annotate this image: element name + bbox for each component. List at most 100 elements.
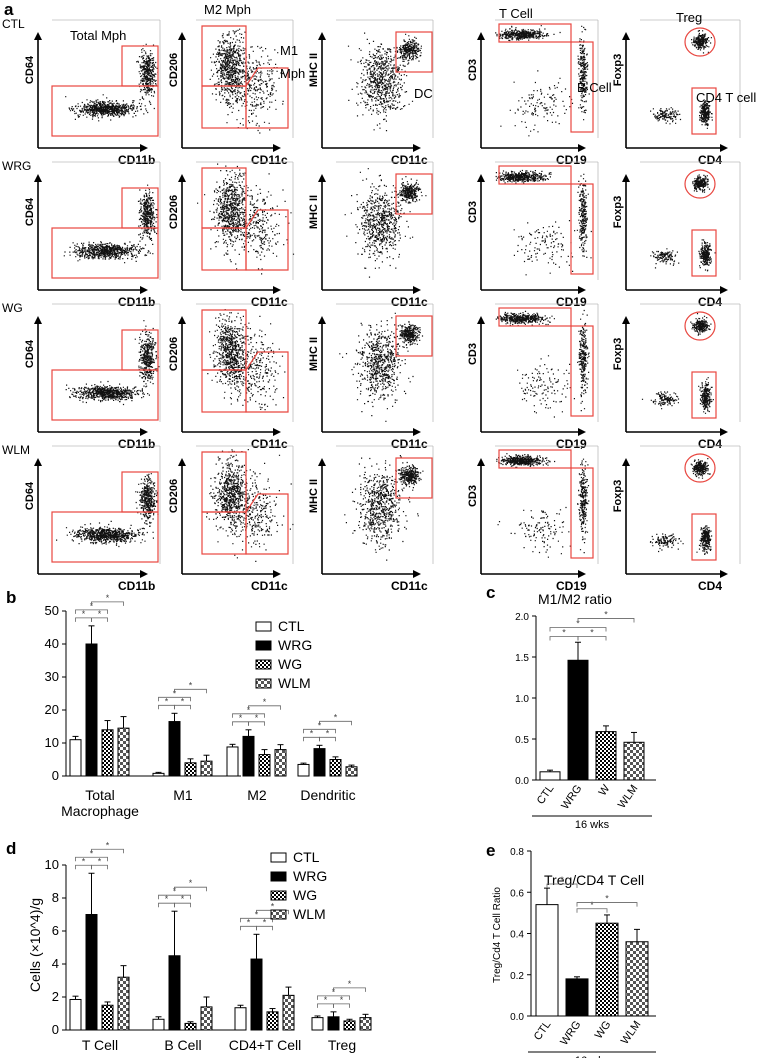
flow-plot: CD4 Foxp3 bbox=[612, 161, 741, 309]
row-label-wrg: WRG bbox=[2, 159, 31, 173]
gate-t-cell bbox=[498, 307, 572, 327]
y-axis-label: CD206 bbox=[168, 337, 180, 371]
gate-dn bbox=[201, 85, 247, 129]
y-tick-label: 0.5 bbox=[515, 735, 529, 746]
significance-bracket bbox=[240, 917, 273, 923]
gate-cd64 bbox=[51, 227, 159, 279]
category-label-w: W bbox=[597, 782, 613, 798]
significance-bracket bbox=[333, 987, 366, 992]
y-arrowhead bbox=[178, 174, 186, 182]
significance-bracket bbox=[577, 636, 607, 641]
legend-label-ctl: CTL bbox=[293, 849, 320, 865]
dot-cloud bbox=[344, 455, 424, 561]
bar-ctl bbox=[311, 1017, 324, 1031]
significance-star: * bbox=[271, 901, 275, 911]
gate-dc bbox=[395, 457, 433, 499]
group-label: 16 wks bbox=[575, 1055, 610, 1058]
significance-star: * bbox=[82, 609, 86, 619]
row-label-wg: WG bbox=[2, 301, 23, 315]
significance-star: * bbox=[189, 680, 193, 690]
x-axis-label: CD11c bbox=[251, 579, 288, 593]
x-arrowhead bbox=[720, 286, 728, 294]
dot-cloud bbox=[496, 447, 590, 558]
x-arrowhead bbox=[273, 144, 281, 152]
gate-cd64 bbox=[51, 85, 159, 137]
legend-swatch-wrg bbox=[255, 640, 272, 651]
flow-plot: CD11c CD206 bbox=[168, 161, 295, 309]
y-axis-label: CD206 bbox=[168, 479, 180, 513]
dot-cloud bbox=[650, 30, 713, 129]
y-axis-label: Foxp3 bbox=[612, 196, 624, 228]
x-axis-label: CD4 bbox=[698, 579, 722, 593]
y-arrowhead bbox=[34, 32, 42, 40]
legend-label-wg: WG bbox=[278, 656, 302, 672]
gate-dn bbox=[201, 227, 247, 271]
x-axis-label: CD11b bbox=[118, 153, 155, 167]
significance-bracket bbox=[91, 848, 124, 854]
gate-m1 bbox=[245, 209, 289, 271]
x-arrowhead bbox=[273, 286, 281, 294]
row-label-wlm: WLM bbox=[2, 443, 30, 457]
category-label-0: T Cell bbox=[82, 1037, 118, 1053]
bar-ctl bbox=[539, 771, 561, 781]
x-arrowhead bbox=[413, 286, 421, 294]
bar-wrg bbox=[250, 958, 263, 1031]
category-label-4: Dendritic bbox=[300, 787, 355, 803]
y-tick-label: 0.0 bbox=[510, 1012, 524, 1023]
y-arrowhead bbox=[178, 32, 186, 40]
chart-title: Treg/CD4 T Cell bbox=[544, 872, 644, 888]
bar-wg bbox=[258, 754, 271, 777]
flow-plot: CD19 CD3 bbox=[467, 303, 599, 451]
significance-bracket bbox=[333, 1003, 350, 1008]
y-tick-label: 0.6 bbox=[510, 888, 524, 899]
bar-ctl bbox=[152, 1018, 165, 1031]
bar-wg bbox=[184, 1022, 197, 1031]
flow-plot: CD11c MHC II DC bbox=[308, 19, 434, 167]
panel-letter-b: b bbox=[6, 588, 16, 607]
legend-label-wrg: WRG bbox=[293, 868, 327, 884]
flow-plot: CD11c CD206 bbox=[168, 303, 294, 451]
gate-label-t-cell: T Cell bbox=[499, 6, 533, 21]
category-label-wg: WG bbox=[593, 1019, 614, 1041]
chart-c-m1-m2-ratio: 0.0 0.5 1.0 1.5 2.0 CTL WRG W WLM 16 wks M1/M2 rat… bbox=[515, 591, 656, 831]
y-arrowhead bbox=[477, 458, 485, 466]
x-arrowhead bbox=[140, 286, 148, 294]
legend-label-ctl: CTL bbox=[278, 618, 305, 634]
significance-star: * bbox=[239, 713, 243, 723]
y-arrowhead bbox=[622, 316, 630, 324]
bar-wg bbox=[101, 729, 114, 777]
significance-star: * bbox=[310, 728, 314, 738]
y-arrowhead bbox=[477, 316, 485, 324]
significance-bracket bbox=[91, 601, 124, 606]
flow-plot: CD19 CD3 T Cell B Cell bbox=[467, 6, 612, 167]
x-axis-label: CD19 bbox=[556, 437, 587, 451]
y-arrowhead bbox=[318, 174, 326, 182]
bar-wg bbox=[329, 759, 342, 777]
significance-bracket bbox=[317, 995, 350, 1000]
row-label-ctl: CTL bbox=[2, 17, 25, 31]
legend-swatch-ctl bbox=[270, 852, 287, 863]
gate-label-m2: M2 Mph bbox=[204, 2, 251, 17]
flow-plot: CD19 CD3 bbox=[467, 161, 599, 309]
category-label-wrg: WRG bbox=[558, 1019, 583, 1048]
gate-cd64 bbox=[51, 511, 159, 563]
panel-letter-d: d bbox=[6, 839, 16, 858]
y-axis-label: CD3 bbox=[467, 485, 479, 507]
flow-plot: CD4 Foxp3 bbox=[612, 445, 741, 593]
y-tick-label: 0 bbox=[52, 1022, 59, 1037]
significance-bracket bbox=[576, 908, 608, 913]
flow-plot: CD11c MHC II bbox=[308, 445, 434, 593]
x-arrowhead bbox=[720, 428, 728, 436]
y-tick-label: 1.0 bbox=[515, 694, 529, 705]
y-tick-label: 10 bbox=[45, 735, 59, 750]
bar-wlm bbox=[623, 741, 645, 781]
y-arrowhead bbox=[318, 32, 326, 40]
legend-label-wlm: WLM bbox=[293, 906, 326, 922]
y-tick-label: 30 bbox=[45, 669, 59, 684]
x-axis-label: CD11c bbox=[251, 153, 288, 167]
significance-star: * bbox=[605, 894, 609, 904]
gate-treg bbox=[684, 27, 716, 57]
flow-plot: CD11b CD64 bbox=[24, 303, 161, 451]
bar-wrg bbox=[85, 643, 98, 777]
